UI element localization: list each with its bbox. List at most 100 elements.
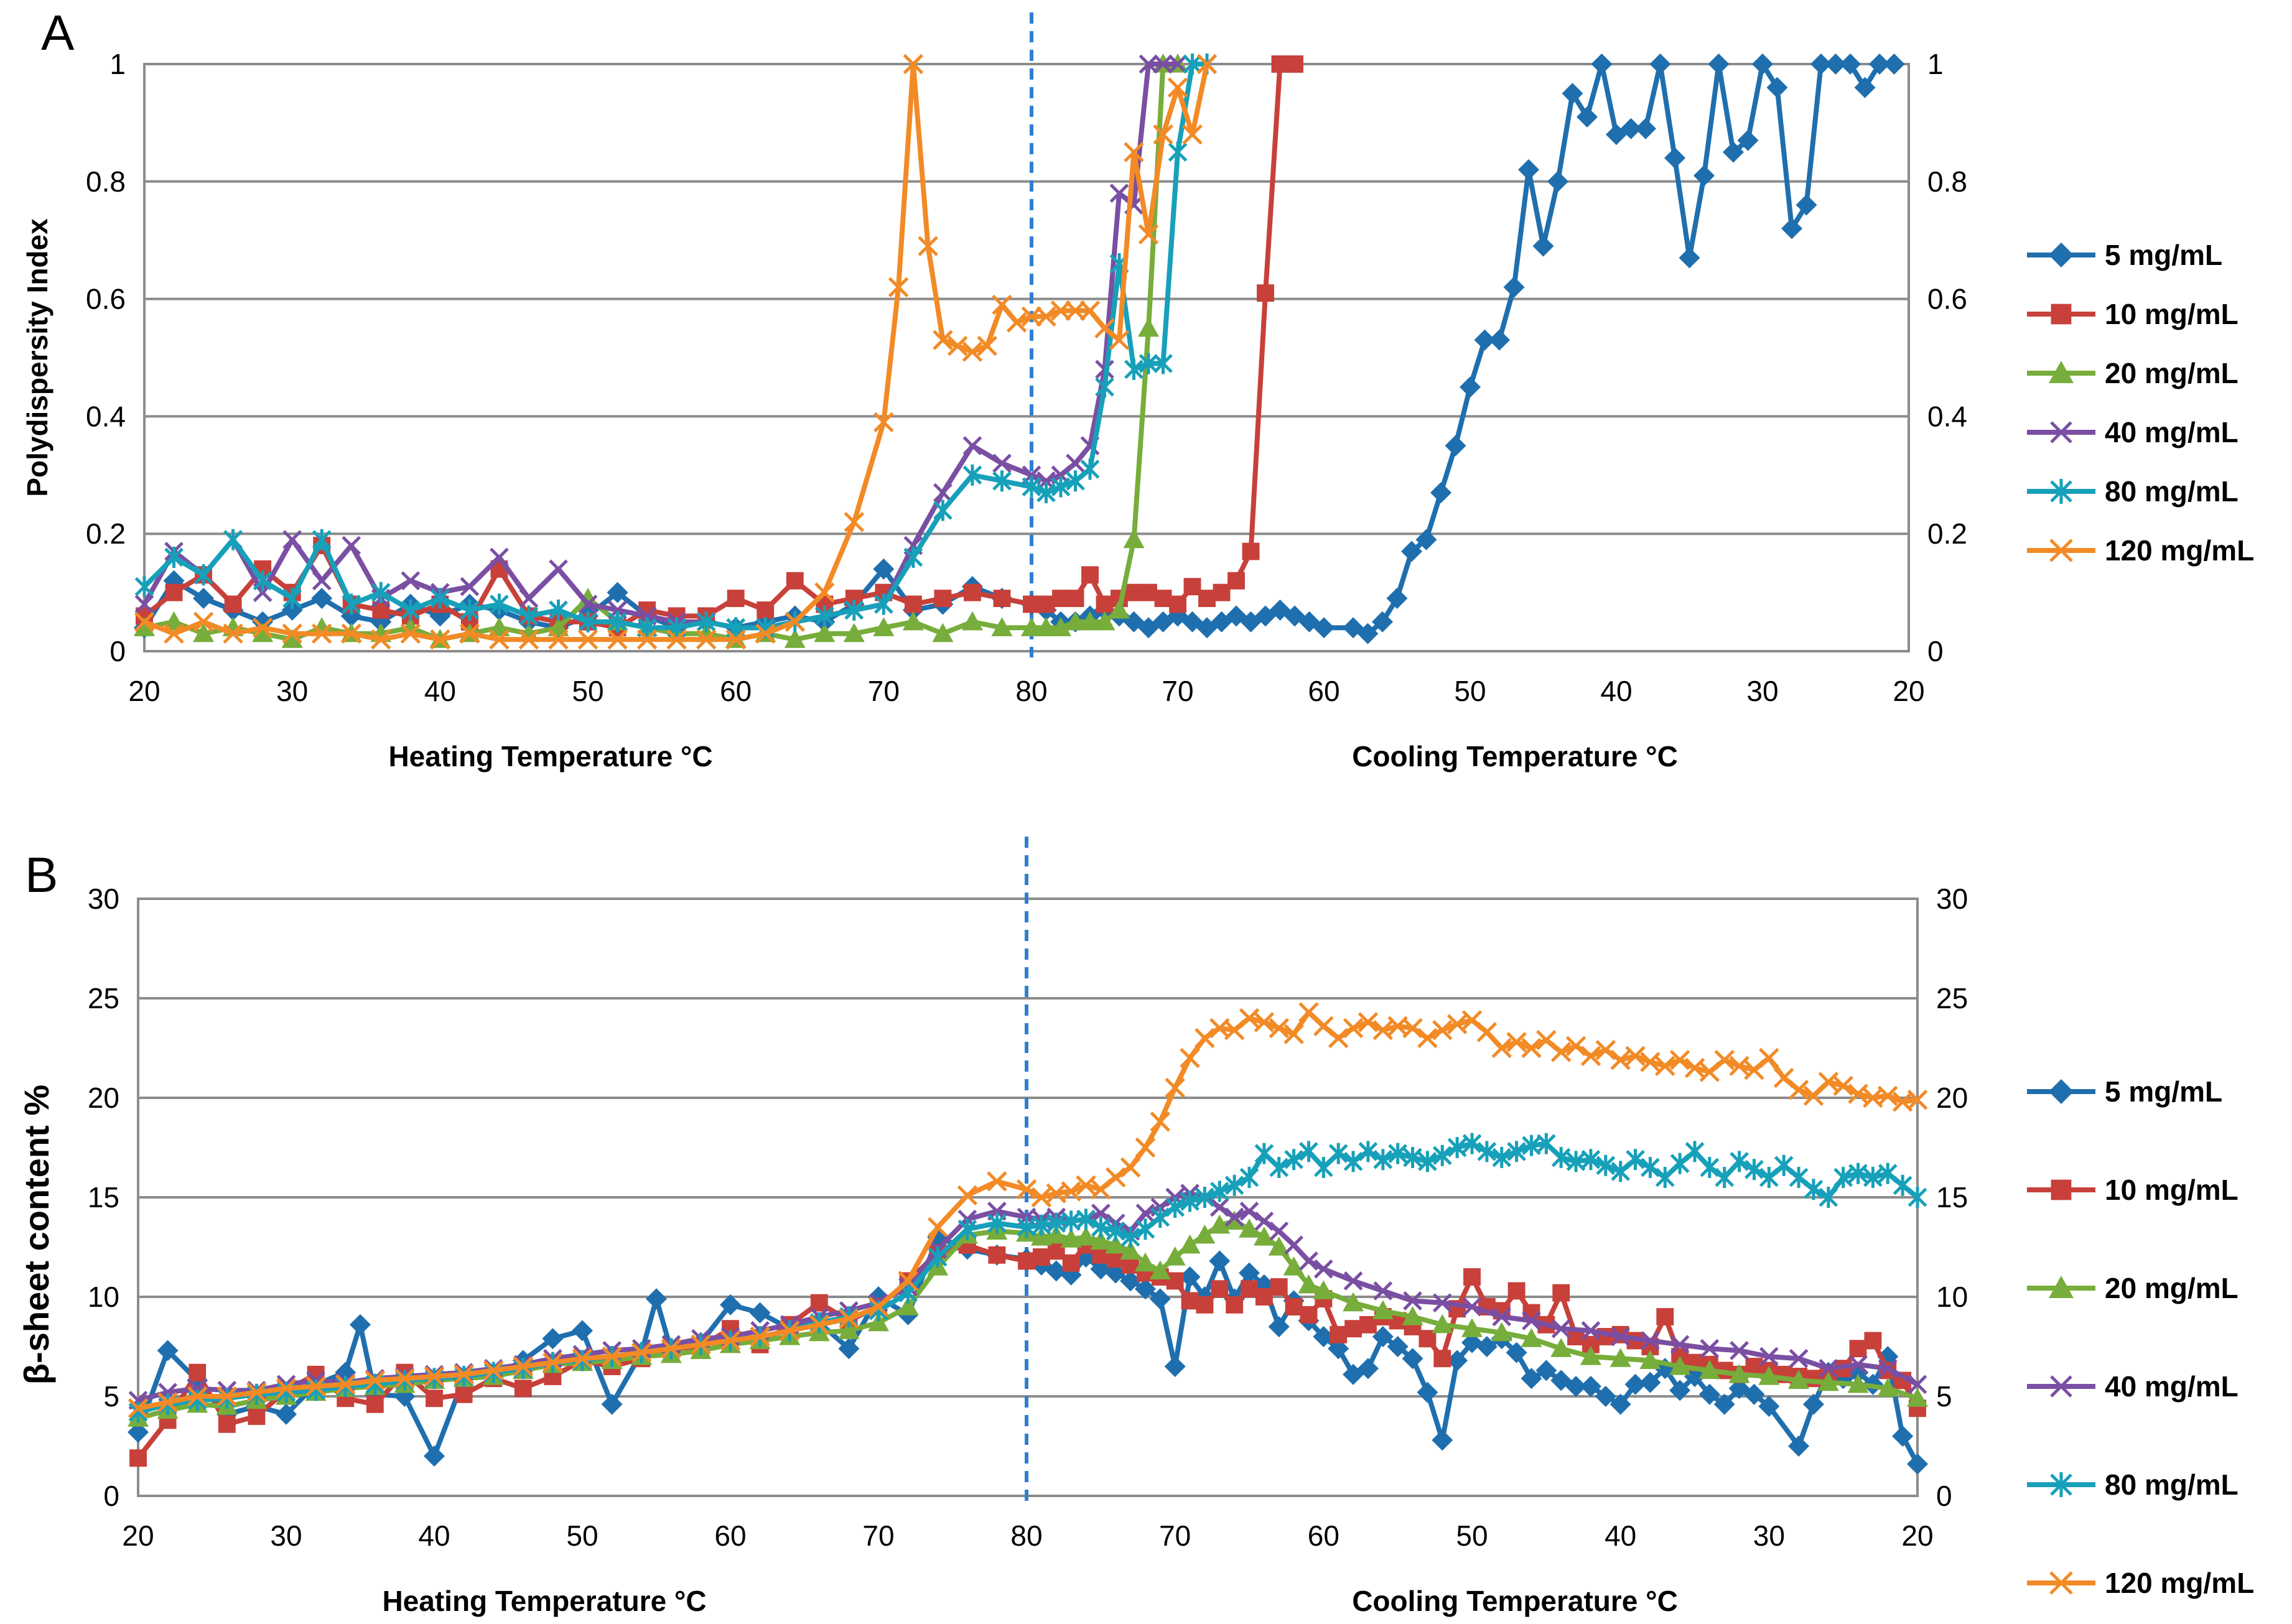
panel-a-data-point-5-mg-ml-shape bbox=[1460, 376, 1481, 398]
panel-a-data-point-40-mg-ml bbox=[992, 453, 1012, 473]
panel-b-data-point-80-mg-ml bbox=[1447, 1137, 1467, 1158]
panel-b-data-point-5-mg-ml bbox=[1610, 1393, 1631, 1415]
panel-a-data-point-20-mg-ml-shape bbox=[991, 617, 1013, 636]
panel-b-data-point-80-mg-ml bbox=[1477, 1141, 1497, 1162]
panel-b-data-point-80-mg-ml bbox=[1715, 1167, 1735, 1188]
panel-b-data-point-80-mg-ml-shape bbox=[1611, 1161, 1631, 1182]
panel-b-data-point-80-mg-ml-shape bbox=[1789, 1167, 1809, 1188]
panel-b-legend-label-5-mg-ml: 5 mg/mL bbox=[2105, 1075, 2222, 1108]
panel-b-data-point-120-mg-ml bbox=[157, 1392, 178, 1413]
panel-b-data-point-120-mg-ml-shape bbox=[246, 1382, 267, 1403]
panel-a-x-tick-label-cooling: 30 bbox=[1746, 675, 1778, 707]
panel-b-data-point-5-mg-ml bbox=[1149, 1288, 1171, 1310]
panel-a-data-point-80-mg-ml-shape bbox=[1051, 476, 1071, 498]
panel-a-data-point-5-mg-ml bbox=[1577, 106, 1598, 128]
panel-a-data-point-10-mg-ml bbox=[1140, 583, 1157, 601]
panel-a-data-point-20-mg-ml-shape bbox=[1064, 611, 1086, 631]
panel-b-data-point-120-mg-ml-shape bbox=[1446, 1014, 1468, 1034]
panel-b-data-point-5-mg-ml-shape bbox=[1432, 1429, 1453, 1451]
panel-a-data-point-5-mg-ml-shape bbox=[1372, 611, 1393, 633]
panel-b-data-point-40-mg-ml bbox=[1730, 1341, 1749, 1360]
panel-a-legend-marker-20-mg-ml bbox=[2049, 361, 2074, 383]
panel-b-data-point-40-mg-ml-shape bbox=[1373, 1281, 1393, 1301]
panel-a-data-point-80-mg-ml bbox=[814, 605, 834, 627]
panel-b-data-point-120-mg-ml-shape bbox=[602, 1346, 622, 1367]
panel-b-data-point-120-mg-ml-shape bbox=[1848, 1083, 1868, 1104]
panel-b-data-point-20-mg-ml-shape bbox=[1105, 1234, 1127, 1254]
panel-a-data-point-80-mg-ml-shape bbox=[696, 611, 716, 633]
panel-b-data-point-120-mg-ml-shape bbox=[1506, 1032, 1527, 1052]
panel-b-data-point-120-mg-ml bbox=[543, 1352, 563, 1373]
panel-a-data-point-40-mg-ml-shape bbox=[460, 577, 480, 596]
panel-b-data-point-120-mg-ml-shape bbox=[1195, 1028, 1215, 1049]
panel-a-data-point-120-mg-ml-shape bbox=[1007, 312, 1027, 333]
panel-a-data-point-10-mg-ml-shape bbox=[1125, 583, 1143, 601]
panel-b-data-point-20-mg-ml bbox=[1343, 1292, 1364, 1312]
panel-b-data-point-10-mg-ml-shape bbox=[1196, 1296, 1214, 1314]
panel-a-data-point-120-mg-ml bbox=[548, 629, 569, 650]
panel-b-data-point-10-mg-ml bbox=[514, 1380, 532, 1398]
panel-b-data-point-120-mg-ml-shape bbox=[1402, 1018, 1423, 1039]
panel-b-data-point-80-mg-ml bbox=[1076, 1209, 1096, 1230]
panel-b-data-point-10-mg-ml-shape bbox=[189, 1363, 207, 1381]
panel-b-data-point-5-mg-ml bbox=[1892, 1426, 1914, 1447]
panel-a-data-point-120-mg-ml bbox=[1196, 53, 1218, 75]
panel-b-data-point-20-mg-ml-shape bbox=[1698, 1360, 1720, 1379]
panel-a-data-point-20-mg-ml-shape bbox=[1094, 611, 1116, 631]
panel-a-data-point-5-mg-ml bbox=[1664, 147, 1685, 169]
panel-b-data-point-120-mg-ml bbox=[394, 1368, 415, 1389]
panel-a-series-120-mg-ml bbox=[134, 53, 1218, 650]
panel-b-data-point-20-mg-ml bbox=[1030, 1227, 1052, 1246]
panel-b-data-point-20-mg-ml-shape bbox=[1758, 1366, 1780, 1385]
panel-a-data-point-80-mg-ml-shape bbox=[992, 470, 1012, 492]
panel-b-data-point-40-mg-ml-shape bbox=[1313, 1259, 1333, 1279]
panel-b-data-point-10-mg-ml-shape bbox=[1344, 1320, 1363, 1338]
panel-b-data-point-20-mg-ml bbox=[1105, 1234, 1127, 1254]
panel-b-data-point-5-mg-ml-shape bbox=[424, 1445, 445, 1467]
panel-b-data-point-5-mg-ml-shape bbox=[1624, 1373, 1646, 1395]
panel-a-x-tick-label-cooling: 40 bbox=[1600, 675, 1632, 707]
panel-a-data-point-5-mg-ml-shape bbox=[1693, 165, 1715, 187]
panel-a-data-point-20-mg-ml-shape bbox=[902, 611, 924, 631]
panel-a-data-point-120-mg-ml bbox=[666, 629, 687, 650]
panel-a-y-tick-label-right: 0 bbox=[1927, 635, 1944, 667]
panel-b-data-point-80-mg-ml bbox=[1581, 1149, 1601, 1171]
panel-b-data-point-120-mg-ml bbox=[1313, 1016, 1334, 1037]
panel-b-data-point-80-mg-ml bbox=[1299, 1141, 1318, 1162]
panel-b-data-point-120-mg-ml bbox=[1833, 1075, 1853, 1097]
panel-a-data-point-5-mg-ml-shape bbox=[1869, 53, 1890, 75]
panel-a-data-point-10-mg-ml-shape bbox=[934, 590, 952, 607]
panel-b-data-point-5-mg-ml-shape bbox=[1610, 1393, 1631, 1415]
panel-a-data-point-120-mg-ml-shape bbox=[193, 611, 214, 633]
panel-b-data-point-5-mg-ml bbox=[1595, 1386, 1616, 1407]
panel-a-data-point-120-mg-ml-shape bbox=[962, 341, 983, 362]
panel-b-data-point-40-mg-ml bbox=[1254, 1212, 1274, 1231]
panel-b-data-point-5-mg-ml-shape bbox=[1179, 1266, 1201, 1288]
panel-b-data-point-20-mg-ml-shape bbox=[1224, 1210, 1246, 1230]
panel-a-series-40-mg-ml bbox=[134, 54, 1188, 638]
panel-b-data-point-80-mg-ml-shape bbox=[1492, 1147, 1512, 1168]
panel-b-legend-label-10-mg-ml: 10 mg/mL bbox=[2105, 1174, 2238, 1206]
panel-a-data-point-80-mg-ml bbox=[962, 464, 982, 486]
panel-b-data-point-120-mg-ml-shape bbox=[779, 1320, 800, 1341]
panel-b-data-point-80-mg-ml-shape bbox=[1150, 1207, 1170, 1228]
panel-b-data-point-40-mg-ml bbox=[1492, 1307, 1512, 1327]
panel-a-data-point-80-mg-ml bbox=[1066, 470, 1085, 492]
panel-b-data-point-10-mg-ml-shape bbox=[1463, 1268, 1481, 1286]
panel-b-data-point-80-mg-ml-shape bbox=[1670, 1153, 1690, 1174]
panel-a-x-tick-label-heating: 70 bbox=[868, 675, 900, 707]
panel-b-data-point-5-mg-ml bbox=[1179, 1266, 1201, 1288]
panel-b-data-point-120-mg-ml bbox=[572, 1348, 593, 1369]
panel-b-data-point-120-mg-ml-shape bbox=[987, 1171, 1007, 1192]
panel-b-data-point-120-mg-ml bbox=[1091, 1179, 1111, 1200]
panel-a-x-tick-label-heating: 30 bbox=[276, 675, 308, 707]
panel-a-data-point-120-mg-ml-shape bbox=[134, 611, 155, 633]
panel-a-data-point-10-mg-ml-shape bbox=[165, 583, 183, 601]
panel-b-data-point-120-mg-ml bbox=[1684, 1057, 1705, 1079]
panel-a-data-point-40-mg-ml-shape bbox=[134, 595, 154, 614]
panel-a-data-point-5-mg-ml bbox=[1825, 53, 1847, 75]
panel-b-legend-item-80-mg-ml: 80 mg/mL bbox=[2027, 1469, 2238, 1501]
panel-a-data-point-40-mg-ml bbox=[134, 595, 154, 614]
panel-a-data-point-5-mg-ml-shape bbox=[1810, 53, 1832, 75]
panel-a-series-line-5-mg-ml bbox=[142, 62, 1894, 636]
